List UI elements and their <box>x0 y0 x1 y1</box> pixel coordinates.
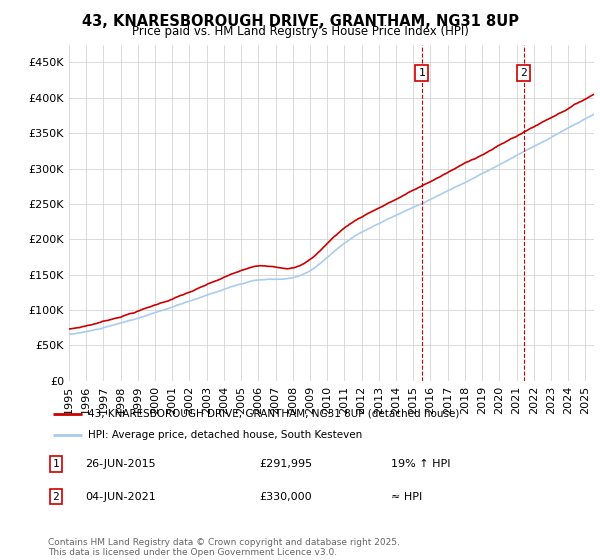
Text: Price paid vs. HM Land Registry's House Price Index (HPI): Price paid vs. HM Land Registry's House … <box>131 25 469 38</box>
Text: 43, KNARESBOROUGH DRIVE, GRANTHAM, NG31 8UP (detached house): 43, KNARESBOROUGH DRIVE, GRANTHAM, NG31 … <box>88 409 459 419</box>
Text: 26-JUN-2015: 26-JUN-2015 <box>85 459 155 469</box>
Text: 19% ↑ HPI: 19% ↑ HPI <box>391 459 451 469</box>
Text: HPI: Average price, detached house, South Kesteven: HPI: Average price, detached house, Sout… <box>88 430 362 440</box>
Text: 43, KNARESBOROUGH DRIVE, GRANTHAM, NG31 8UP: 43, KNARESBOROUGH DRIVE, GRANTHAM, NG31 … <box>82 14 518 29</box>
Text: Contains HM Land Registry data © Crown copyright and database right 2025.
This d: Contains HM Land Registry data © Crown c… <box>48 538 400 557</box>
Text: 1: 1 <box>418 68 425 78</box>
Text: 2: 2 <box>53 492 59 502</box>
Text: 04-JUN-2021: 04-JUN-2021 <box>85 492 156 502</box>
Text: 1: 1 <box>53 459 59 469</box>
Text: ≈ HPI: ≈ HPI <box>391 492 422 502</box>
Text: £330,000: £330,000 <box>259 492 312 502</box>
Text: £291,995: £291,995 <box>259 459 313 469</box>
Text: 2: 2 <box>520 68 527 78</box>
